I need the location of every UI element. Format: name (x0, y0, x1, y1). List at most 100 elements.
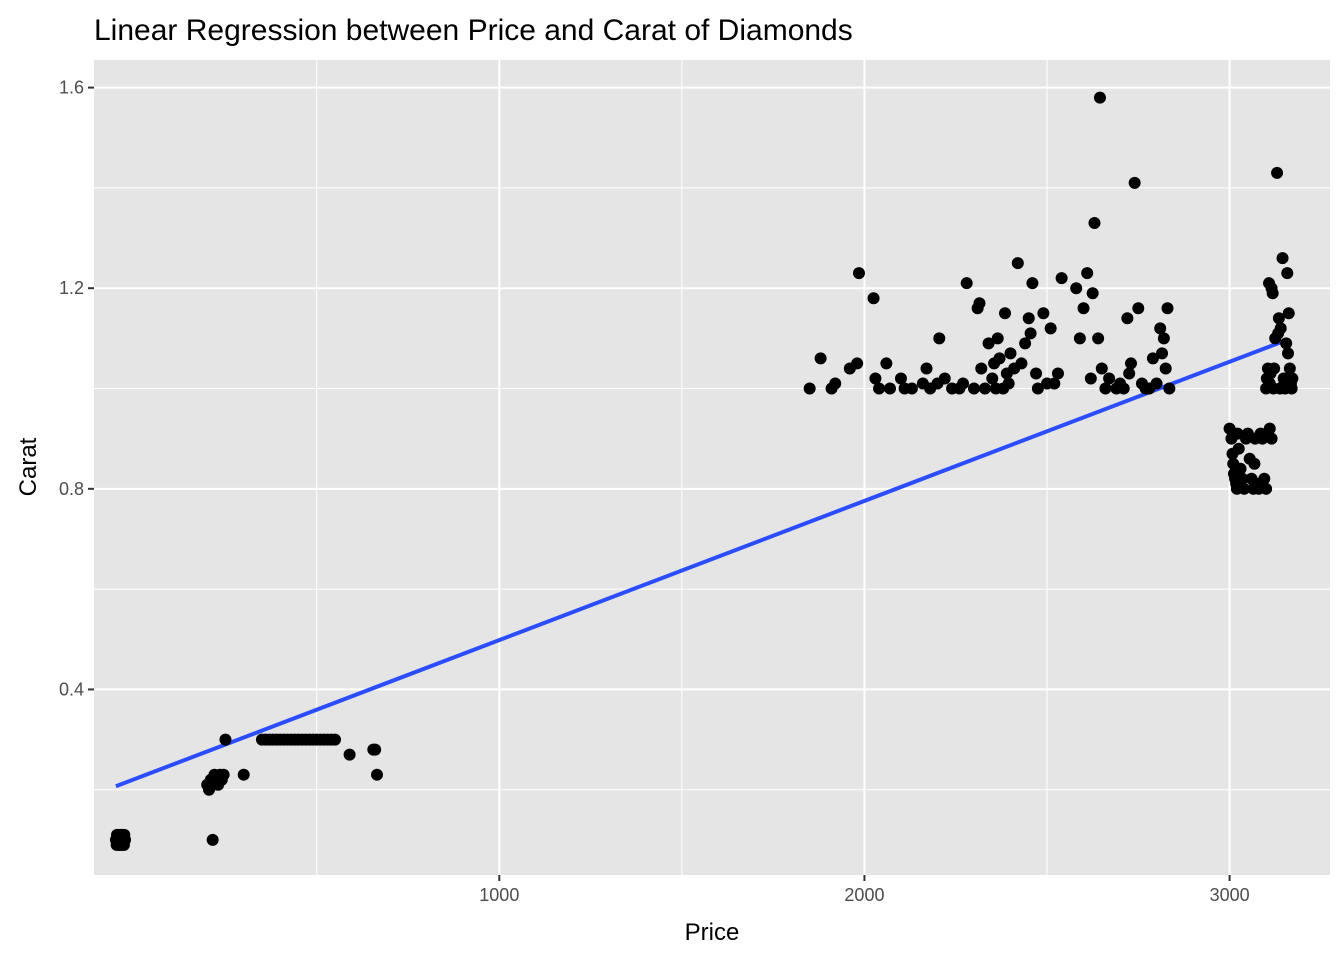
x-tick-label: 2000 (844, 885, 884, 905)
data-point (993, 352, 1006, 365)
data-point (1274, 322, 1287, 335)
data-point (1283, 362, 1296, 375)
data-point (1132, 302, 1145, 315)
data-point (206, 833, 219, 846)
data-point (1030, 367, 1043, 380)
data-point (1031, 382, 1044, 395)
data-point (894, 372, 907, 385)
data-point (219, 733, 232, 746)
data-point (1095, 362, 1108, 375)
data-point (880, 357, 893, 370)
data-point (1117, 382, 1130, 395)
data-point (1077, 302, 1090, 315)
data-point (1271, 166, 1284, 179)
data-point (1234, 462, 1247, 475)
x-tick-label: 3000 (1210, 885, 1250, 905)
data-point (1093, 91, 1106, 104)
x-axis-ticks: 1000 2000 3000 (479, 875, 1250, 905)
data-point (1088, 217, 1101, 229)
data-point (1282, 307, 1295, 320)
data-point (1086, 287, 1099, 300)
data-point (1161, 302, 1174, 315)
data-point (1073, 332, 1086, 345)
data-point (1048, 377, 1061, 390)
y-tick-label: 1.6 (59, 78, 84, 98)
data-point (1265, 432, 1278, 445)
data-point (1258, 472, 1271, 485)
data-point (1163, 382, 1176, 395)
data-point (1156, 347, 1169, 360)
data-point (905, 382, 918, 395)
data-point (1004, 347, 1017, 360)
data-point (873, 382, 886, 395)
data-point (1015, 357, 1028, 370)
data-point (852, 267, 865, 280)
data-point (1011, 257, 1024, 270)
data-point (803, 382, 816, 395)
y-axis-ticks: 0.4 0.8 1.2 1.6 (59, 78, 94, 699)
data-point (957, 377, 970, 390)
data-point (1121, 312, 1134, 325)
data-point (967, 382, 980, 395)
data-point (829, 377, 842, 390)
data-point (1280, 337, 1293, 350)
data-point (1019, 337, 1032, 350)
data-point (1260, 482, 1273, 495)
y-tick-label: 0.8 (59, 479, 84, 499)
data-point (1037, 307, 1050, 320)
data-point (1150, 377, 1163, 390)
data-point (1024, 327, 1037, 340)
data-point (960, 277, 973, 290)
regression-line (115, 338, 1286, 789)
data-point (1070, 282, 1083, 295)
data-point (978, 382, 991, 395)
data-point (237, 768, 250, 781)
data-point (1026, 277, 1039, 290)
data-point (343, 748, 356, 761)
data-point (1157, 332, 1170, 345)
y-axis-title: Carat (15, 437, 42, 496)
data-point (1266, 287, 1279, 300)
data-point (1103, 372, 1116, 385)
data-point (1123, 367, 1136, 380)
data-point (884, 382, 897, 395)
data-point (1051, 367, 1064, 380)
data-point (1268, 362, 1281, 375)
data-point (1128, 176, 1141, 189)
data-point (1238, 482, 1251, 495)
data-point (933, 332, 946, 345)
plot-panel (94, 60, 1330, 875)
chart-title: Linear Regression between Price and Cara… (94, 14, 853, 47)
data-point (1286, 372, 1299, 385)
y-tick-label: 1.2 (59, 278, 84, 298)
major-gridlines (94, 60, 1330, 875)
data-point (920, 362, 933, 375)
data-point (1084, 372, 1097, 385)
data-point (1092, 332, 1105, 345)
data-point (370, 768, 383, 781)
data-point (1146, 352, 1159, 365)
data-point (217, 768, 230, 781)
data-point (1002, 377, 1015, 390)
data-point (1272, 312, 1285, 325)
data-point (328, 733, 341, 746)
data-point (1282, 347, 1295, 360)
data-point (1022, 312, 1035, 325)
data-point (1159, 362, 1172, 375)
data-point (814, 352, 827, 365)
data-point (116, 833, 129, 846)
data-point (867, 292, 880, 305)
data-point (938, 372, 951, 385)
data-point (1081, 267, 1094, 280)
data-point (975, 362, 988, 375)
minor-gridlines (94, 60, 1330, 875)
data-point (851, 357, 864, 370)
regression-line-path (115, 338, 1286, 789)
x-tick-label: 1000 (479, 885, 519, 905)
data-point (1044, 322, 1057, 335)
data-point (982, 337, 995, 350)
data-point (991, 332, 1004, 345)
data-point (1154, 322, 1167, 335)
data-point (1124, 357, 1137, 370)
